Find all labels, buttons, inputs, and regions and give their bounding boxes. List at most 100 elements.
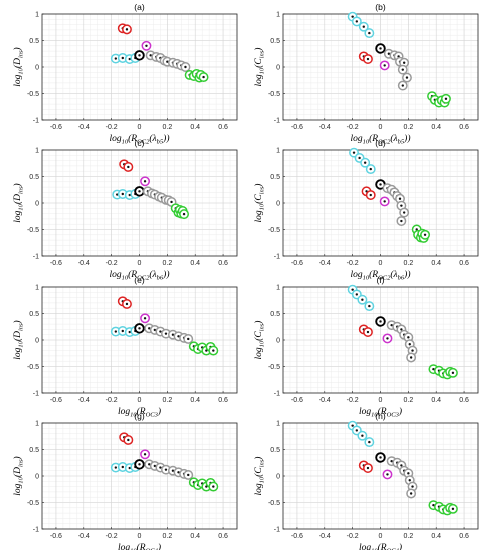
y-tick-label: -0.5: [27, 500, 39, 507]
x-tick-label: 0.4: [190, 533, 200, 540]
x-tick-label: 0.6: [218, 397, 228, 404]
x-tick-label: -0.2: [106, 533, 118, 540]
x-tick-label: 0.6: [459, 397, 469, 404]
data-point: [382, 333, 393, 344]
data-point: [364, 28, 375, 39]
data-point: [183, 469, 194, 480]
y-tick-label: 0: [276, 474, 280, 481]
y-tick-label: 0.5: [270, 447, 280, 454]
y-axis-label: log10(Dins): [12, 320, 25, 359]
data-point: [375, 316, 386, 327]
y-tick-label: -1: [33, 118, 39, 125]
data-point: [357, 294, 368, 305]
y-tick-label: -0.5: [27, 91, 39, 98]
x-tick-label: 0: [138, 397, 142, 404]
data-point: [399, 207, 410, 218]
data-point: [375, 43, 386, 54]
x-tick-label: 0.4: [190, 124, 200, 131]
x-tick-label: 0.4: [431, 397, 441, 404]
x-axis-label: log10(ROC3): [118, 406, 161, 419]
y-tick-label: 0: [276, 338, 280, 345]
x-tick-label: 0.4: [190, 397, 200, 404]
x-tick-label: 0: [379, 124, 383, 131]
panel-c: -0.6 -0.4 -0.2 0 0.2 0.4 0.6 1 0.5 0 -0.5 -1 (c) log1…: [12, 138, 238, 282]
y-tick-label: 0: [35, 65, 39, 72]
data-point: [402, 72, 412, 83]
x-tick-label: -0.4: [319, 397, 331, 404]
data-point: [122, 24, 132, 35]
data-point: [365, 164, 376, 175]
x-tick-label: 0.4: [431, 124, 441, 131]
y-tick-label: 1: [35, 148, 39, 155]
x-tick-label: -0.4: [319, 260, 331, 267]
y-tick-label: -1: [33, 527, 39, 534]
data-point: [396, 216, 407, 226]
data-point: [364, 301, 375, 312]
data-point: [358, 21, 369, 32]
y-axis-label: log10(Dins): [12, 183, 25, 222]
x-tick-label: -0.2: [347, 533, 359, 540]
y-tick-label: 1: [276, 421, 280, 428]
x-tick-label: -0.6: [50, 124, 62, 131]
y-tick-label: -1: [33, 254, 39, 261]
y-axis-label: log10(Cins): [253, 321, 266, 360]
x-tick-label: 0: [138, 260, 142, 267]
x-tick-label: 0.6: [218, 124, 228, 131]
data-point: [351, 16, 362, 27]
x-tick-label: -0.6: [50, 260, 62, 267]
x-tick-label: 0.6: [459, 124, 469, 131]
x-tick-label: -0.2: [106, 397, 118, 404]
y-tick-label: -0.5: [27, 364, 39, 371]
x-axis-label: log10(ROC3): [359, 406, 402, 419]
data-point: [357, 430, 368, 441]
data-point: [365, 190, 376, 201]
x-tick-label: -0.2: [347, 124, 359, 131]
x-tick-label: 0.6: [218, 533, 228, 540]
y-tick-label: 0: [276, 65, 280, 72]
y-tick-label: 1: [276, 285, 280, 292]
y-tick-label: 0.5: [29, 38, 39, 45]
x-tick-label: 0: [379, 397, 383, 404]
data-point: [379, 60, 390, 71]
x-tick-label: 0.6: [459, 260, 469, 267]
y-tick-label: -0.5: [27, 227, 39, 234]
x-tick-label: 0.2: [162, 260, 172, 267]
data-point: [208, 481, 219, 492]
y-tick-label: 1: [276, 148, 280, 155]
panel-a: -0.6 -0.4 -0.2 0 0.2 0.4 0.6 1 0.5 0 -0.5 -1 (a) log1…: [12, 2, 238, 146]
y-tick-label: 0.5: [29, 311, 39, 318]
y-tick-label: 0.5: [270, 311, 280, 318]
x-tick-label: -0.4: [319, 533, 331, 540]
panel-title: (e): [134, 275, 145, 285]
panel-title: (d): [375, 138, 386, 148]
x-tick-label: -0.6: [291, 124, 303, 131]
data-point: [122, 299, 132, 309]
x-tick-label: -0.6: [50, 533, 62, 540]
data-point: [406, 352, 417, 363]
data-point: [180, 62, 191, 72]
y-tick-label: 0.5: [29, 174, 39, 181]
data-point: [140, 313, 151, 324]
x-tick-label: -0.4: [78, 397, 90, 404]
panel-title: (b): [375, 2, 386, 12]
x-tick-label: 0: [138, 124, 142, 131]
x-tick-label: -0.6: [291, 260, 303, 267]
data-point: [364, 437, 375, 448]
y-tick-label: 0: [276, 201, 280, 208]
x-tick-label: -0.4: [78, 124, 90, 131]
data-point: [447, 503, 458, 514]
y-tick-label: 0: [35, 338, 39, 345]
x-tick-label: 0.4: [190, 260, 200, 267]
y-tick-label: -1: [274, 391, 280, 398]
y-tick-label: -0.5: [268, 227, 280, 234]
y-tick-label: -1: [33, 391, 39, 398]
panel-b: -0.6 -0.4 -0.2 0 0.2 0.4 0.6 1 0.5 0 -0.5 -1 (b) log1…: [253, 2, 479, 146]
x-tick-label: 0.4: [431, 533, 441, 540]
data-point: [397, 80, 408, 91]
data-point: [134, 323, 145, 334]
panel-title: (c): [135, 138, 145, 148]
data-point: [406, 488, 417, 499]
x-tick-label: 0.4: [431, 260, 441, 267]
x-tick-label: 0.2: [403, 124, 413, 131]
